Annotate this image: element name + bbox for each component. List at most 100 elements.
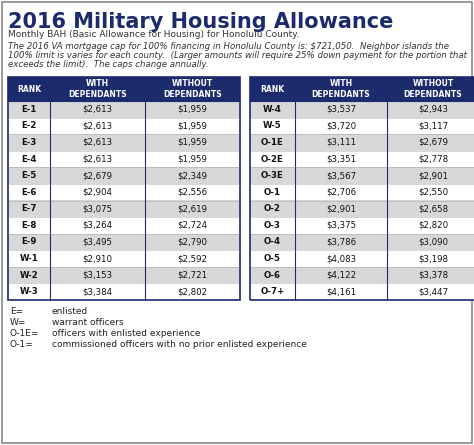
- Text: O-3E: O-3E: [261, 171, 284, 180]
- Text: E-8: E-8: [21, 221, 36, 230]
- Bar: [8, 101, 240, 117]
- Text: $3,384: $3,384: [82, 287, 112, 296]
- Text: $2,820: $2,820: [418, 221, 448, 230]
- Bar: [8, 234, 240, 250]
- Text: $2,592: $2,592: [177, 254, 208, 263]
- Text: $1,959: $1,959: [178, 138, 208, 147]
- Text: $2,790: $2,790: [177, 238, 208, 247]
- Text: O-1: O-1: [264, 188, 281, 197]
- Text: $2,778: $2,778: [418, 154, 448, 164]
- Bar: [250, 283, 474, 300]
- Bar: [8, 201, 240, 217]
- Text: O-2: O-2: [264, 204, 281, 213]
- Text: $2,613: $2,613: [82, 154, 112, 164]
- Text: Monthly BAH (Basic Allowance for Housing) for Honolulu County.: Monthly BAH (Basic Allowance for Housing…: [8, 30, 299, 39]
- Bar: [8, 77, 240, 300]
- Text: $3,153: $3,153: [82, 271, 112, 279]
- Text: $2,901: $2,901: [326, 204, 356, 213]
- Text: W=: W=: [10, 318, 27, 327]
- Text: E-4: E-4: [21, 154, 37, 164]
- Bar: [250, 101, 474, 117]
- Bar: [250, 217, 474, 234]
- Text: O-6: O-6: [264, 271, 281, 279]
- Text: E=: E=: [10, 307, 23, 316]
- Text: $3,375: $3,375: [326, 221, 356, 230]
- Bar: [250, 117, 474, 134]
- Bar: [250, 151, 474, 167]
- Text: $4,161: $4,161: [326, 287, 356, 296]
- Text: O-4: O-4: [264, 238, 281, 247]
- Text: $1,959: $1,959: [178, 105, 208, 114]
- Text: $2,349: $2,349: [177, 171, 208, 180]
- Bar: [8, 283, 240, 300]
- Text: RANK: RANK: [260, 85, 284, 93]
- Text: O-1E=: O-1E=: [10, 329, 39, 338]
- Text: $4,083: $4,083: [326, 254, 356, 263]
- Bar: [250, 167, 474, 184]
- Text: $3,786: $3,786: [326, 238, 356, 247]
- Text: $3,111: $3,111: [326, 138, 356, 147]
- Text: $1,959: $1,959: [178, 154, 208, 164]
- Bar: [8, 167, 240, 184]
- Text: W-5: W-5: [263, 121, 282, 130]
- Text: O-7+: O-7+: [260, 287, 284, 296]
- Text: $2,550: $2,550: [418, 188, 448, 197]
- Text: E-7: E-7: [21, 204, 37, 213]
- Text: $3,198: $3,198: [418, 254, 448, 263]
- Text: WITHOUT
DEPENDANTS: WITHOUT DEPENDANTS: [404, 79, 462, 99]
- Text: $2,679: $2,679: [82, 171, 112, 180]
- Bar: [250, 267, 474, 283]
- Text: O-1E: O-1E: [261, 138, 284, 147]
- Bar: [250, 77, 474, 101]
- Text: $3,378: $3,378: [418, 271, 448, 279]
- Text: $2,658: $2,658: [418, 204, 448, 213]
- Text: $2,802: $2,802: [177, 287, 208, 296]
- Text: enlisted: enlisted: [52, 307, 88, 316]
- Text: $2,679: $2,679: [418, 138, 448, 147]
- Text: $3,495: $3,495: [82, 238, 112, 247]
- Text: $2,556: $2,556: [177, 188, 208, 197]
- Text: $2,904: $2,904: [82, 188, 112, 197]
- Bar: [250, 234, 474, 250]
- Bar: [250, 250, 474, 267]
- Text: E-2: E-2: [21, 121, 36, 130]
- Bar: [8, 217, 240, 234]
- Text: W-2: W-2: [19, 271, 38, 279]
- Text: W-3: W-3: [19, 287, 38, 296]
- Text: $3,537: $3,537: [326, 105, 356, 114]
- Bar: [8, 117, 240, 134]
- Text: 2016 Military Housing Allowance: 2016 Military Housing Allowance: [8, 12, 393, 32]
- Text: $3,351: $3,351: [326, 154, 356, 164]
- Bar: [8, 134, 240, 151]
- Text: warrant officers: warrant officers: [52, 318, 124, 327]
- Text: $2,943: $2,943: [418, 105, 448, 114]
- Text: $2,901: $2,901: [418, 171, 448, 180]
- Bar: [250, 134, 474, 151]
- Text: O-2E: O-2E: [261, 154, 284, 164]
- Bar: [8, 77, 240, 101]
- Text: $3,447: $3,447: [418, 287, 448, 296]
- Text: O-1=: O-1=: [10, 340, 34, 349]
- Text: O-5: O-5: [264, 254, 281, 263]
- Bar: [8, 267, 240, 283]
- Text: WITH
DEPENDANTS: WITH DEPENDANTS: [312, 79, 370, 99]
- Text: $3,264: $3,264: [82, 221, 112, 230]
- Text: exceeds the limit).  The caps change annually.: exceeds the limit). The caps change annu…: [8, 60, 209, 69]
- Text: $2,613: $2,613: [82, 121, 112, 130]
- Text: $3,720: $3,720: [326, 121, 356, 130]
- Bar: [8, 151, 240, 167]
- Text: $2,910: $2,910: [82, 254, 112, 263]
- Text: officers with enlisted experience: officers with enlisted experience: [52, 329, 201, 338]
- Text: WITH
DEPENDANTS: WITH DEPENDANTS: [68, 79, 127, 99]
- Text: commissioned officers with no prior enlisted experience: commissioned officers with no prior enli…: [52, 340, 307, 349]
- Text: $2,706: $2,706: [326, 188, 356, 197]
- Text: $1,959: $1,959: [178, 121, 208, 130]
- Text: RANK: RANK: [17, 85, 41, 93]
- Bar: [8, 184, 240, 201]
- Text: $2,613: $2,613: [82, 138, 112, 147]
- Bar: [250, 77, 474, 300]
- Text: W-4: W-4: [263, 105, 282, 114]
- Text: W-1: W-1: [19, 254, 38, 263]
- Bar: [250, 201, 474, 217]
- Text: $3,075: $3,075: [82, 204, 112, 213]
